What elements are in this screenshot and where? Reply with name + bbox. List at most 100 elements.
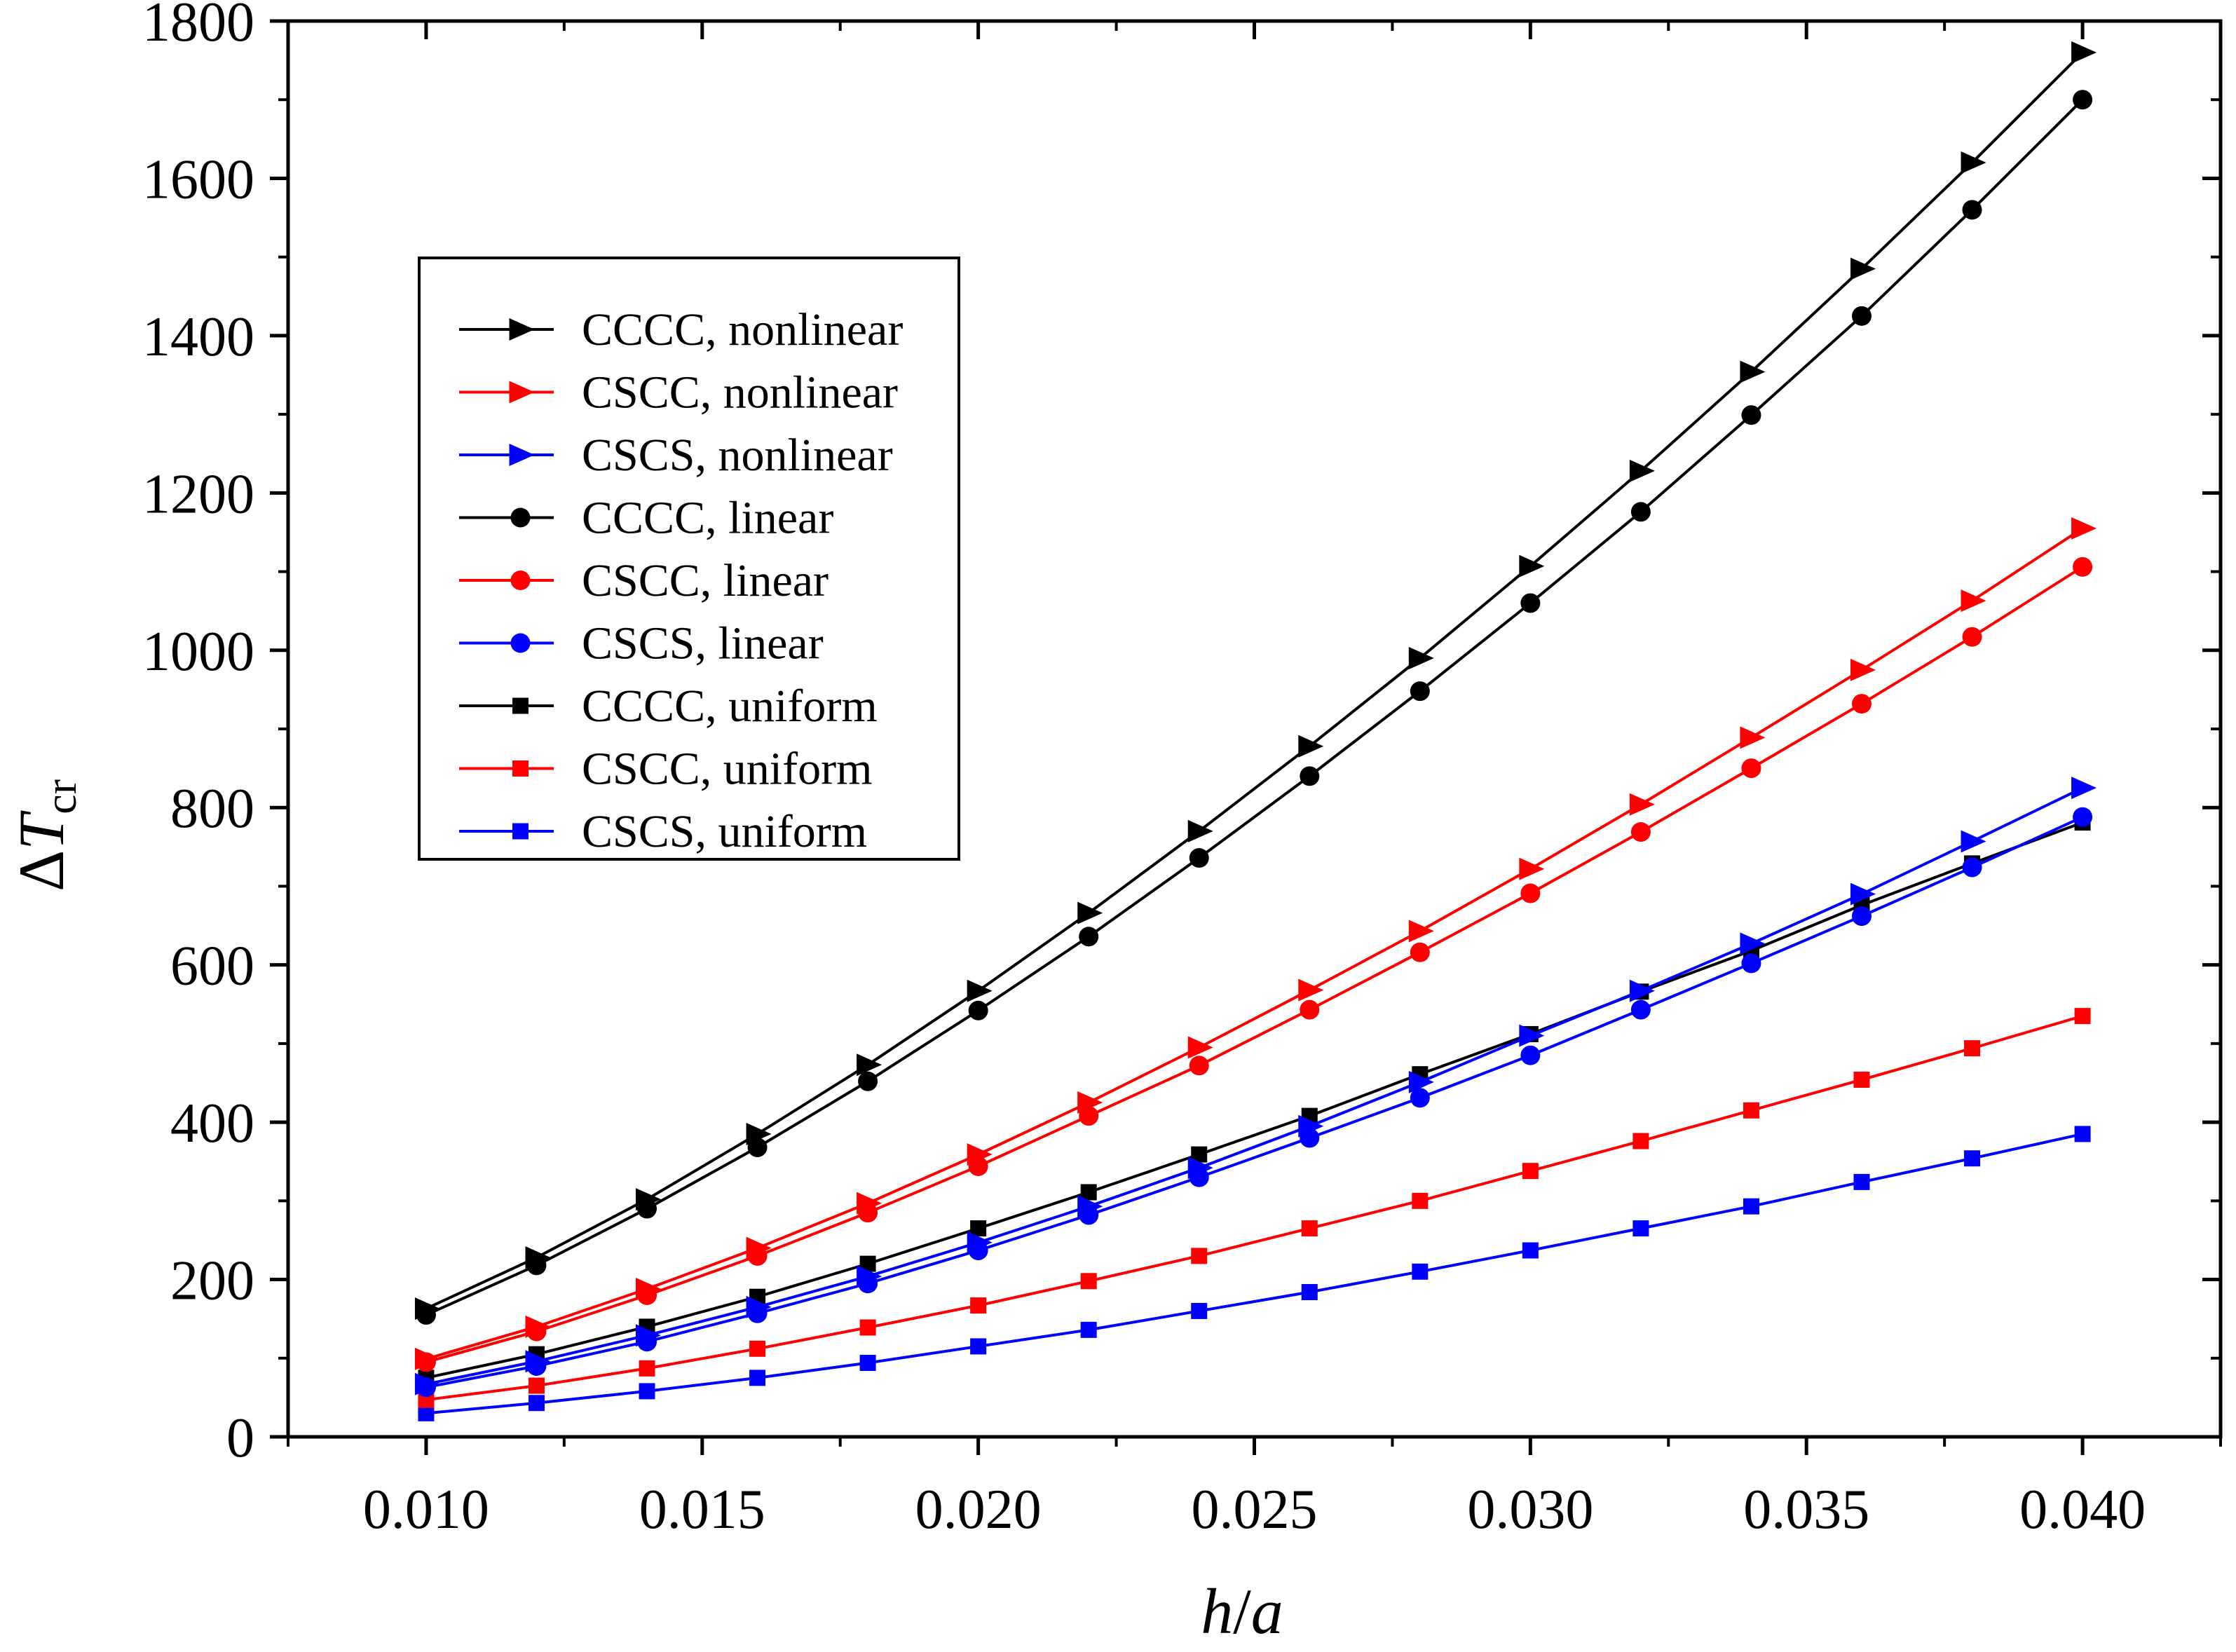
- data-point: [1962, 857, 1982, 878]
- data-point: [1298, 1114, 1324, 1138]
- data-point: [1191, 1302, 1208, 1319]
- x-axis-title-h: h: [1201, 1576, 1233, 1647]
- data-point: [1410, 1088, 1430, 1108]
- data-point: [1961, 151, 1986, 174]
- data-point: [2071, 41, 2097, 64]
- data-point: [2073, 557, 2093, 577]
- data-point: [1191, 1248, 1208, 1264]
- series-line-cscc-nonlinear: [425, 527, 2084, 1360]
- series-cscc-nonlinear: [414, 517, 2097, 1370]
- data-point: [1851, 694, 1872, 714]
- data-point: [2073, 807, 2093, 827]
- y-tick-label: 1000: [142, 621, 254, 683]
- data-point: [749, 1340, 766, 1357]
- data-point: [857, 1053, 882, 1077]
- x-tick-label: 0.025: [1192, 1479, 1318, 1541]
- data-point: [414, 1372, 440, 1395]
- series-cccc-linear: [416, 90, 2093, 1325]
- x-tick-label: 0.010: [363, 1479, 489, 1541]
- data-point: [1629, 793, 1655, 816]
- x-axis-title-a: a: [1251, 1576, 1283, 1647]
- data-point: [1408, 647, 1434, 669]
- data-point: [1187, 1036, 1213, 1059]
- data-point: [528, 1395, 545, 1412]
- data-point: [746, 1122, 772, 1145]
- data-point: [857, 1192, 882, 1215]
- data-point: [2071, 777, 2097, 800]
- series-line-cscc-uniform: [425, 1014, 2083, 1402]
- data-point: [1853, 1173, 1870, 1190]
- data-point: [1077, 1091, 1103, 1114]
- data-point: [1412, 1263, 1429, 1280]
- data-point: [1080, 1273, 1097, 1290]
- data-point: [1410, 681, 1430, 702]
- data-point: [1851, 306, 1872, 326]
- data-point: [970, 1297, 987, 1314]
- series-cscs-linear: [416, 807, 2093, 1398]
- data-point: [1630, 822, 1651, 842]
- data-point: [1520, 883, 1541, 903]
- data-point: [414, 1347, 440, 1370]
- data-point: [1850, 658, 1876, 681]
- legend-item-cccc-uniform: CCCC, uniform: [459, 681, 878, 732]
- data-point: [967, 1231, 993, 1254]
- y-axis-title-delta: Δ: [6, 850, 77, 892]
- data-point: [749, 1370, 766, 1386]
- data-point: [1629, 459, 1655, 482]
- data-point: [1962, 200, 1982, 220]
- y-tick-label: 800: [170, 778, 254, 840]
- series-line-cccc-nonlinear: [425, 51, 2084, 1310]
- data-point: [970, 1220, 987, 1237]
- data-point: [968, 1000, 988, 1020]
- data-point: [1080, 1321, 1097, 1338]
- legend-item-cscs-linear: CSCS, linear: [459, 618, 824, 669]
- series-cscs-nonlinear: [414, 777, 2097, 1395]
- data-point: [967, 1143, 993, 1166]
- data-point: [1964, 1040, 1981, 1057]
- series-line-cscs-linear: [425, 815, 2083, 1389]
- data-point: [1630, 999, 1651, 1020]
- series-line-cscs-uniform: [425, 1132, 2083, 1415]
- legend-label: CCCC, nonlinear: [582, 304, 903, 355]
- x-tick-label: 0.040: [2019, 1479, 2146, 1541]
- data-point: [1408, 920, 1434, 943]
- legend-label: CSCS, linear: [582, 618, 824, 669]
- data-point: [859, 1355, 876, 1372]
- data-point: [1077, 901, 1103, 924]
- legend-swatch-marker: [509, 381, 535, 404]
- legend-item-cscs-uniform: CSCS, uniform: [459, 806, 867, 857]
- legend-swatch-marker: [512, 697, 529, 714]
- legend-item-cscc-uniform: CSCC, uniform: [459, 744, 872, 795]
- data-point: [1298, 735, 1324, 758]
- data-point: [1298, 978, 1324, 1002]
- data-point: [1191, 1146, 1208, 1163]
- data-point: [859, 1255, 876, 1272]
- data-point: [2074, 1126, 2091, 1142]
- y-tick-label: 1400: [142, 306, 254, 368]
- data-point: [1632, 1133, 1649, 1149]
- x-tick-label: 0.020: [915, 1479, 1042, 1541]
- data-point: [1079, 1106, 1099, 1126]
- data-point: [525, 1315, 551, 1338]
- data-point: [1743, 1102, 1759, 1119]
- data-point: [1961, 830, 1986, 853]
- legend-label: CSCC, nonlinear: [582, 367, 898, 418]
- data-point: [1850, 257, 1876, 280]
- data-point: [636, 1324, 662, 1347]
- series-line-cccc-linear: [425, 98, 2084, 1316]
- data-point: [1520, 1045, 1541, 1065]
- y-tick-label: 1800: [142, 0, 254, 53]
- data-point: [857, 1265, 882, 1288]
- x-axis-title: h/a: [1201, 1576, 1283, 1647]
- data-point: [1187, 1156, 1213, 1180]
- data-point: [528, 1377, 545, 1394]
- data-point: [418, 1405, 435, 1421]
- data-point: [639, 1383, 655, 1400]
- x-axis-title-slash: /: [1233, 1576, 1251, 1647]
- data-point: [1301, 1220, 1318, 1237]
- y-tick-label: 200: [170, 1250, 254, 1312]
- legend-item-cscs-nonlinear: CSCS, nonlinear: [459, 430, 893, 481]
- legend-box: [418, 257, 960, 861]
- data-point: [1519, 554, 1545, 578]
